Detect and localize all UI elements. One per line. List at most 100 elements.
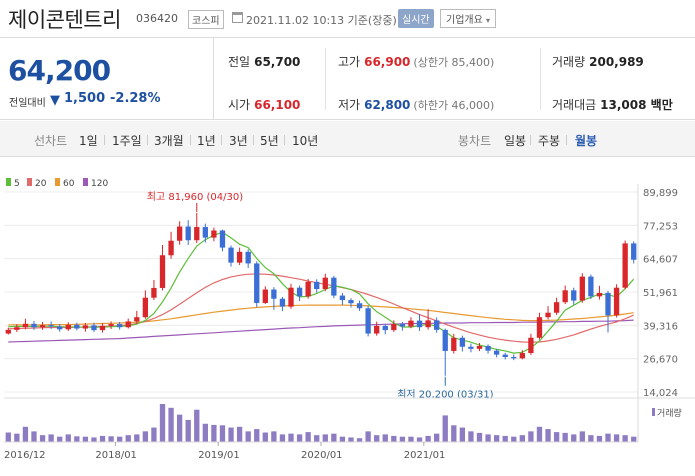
candle-body	[459, 337, 466, 347]
tab-weekly[interactable]: 주봉	[538, 134, 561, 148]
tab-5y[interactable]: 5년	[260, 134, 279, 148]
candle-body	[211, 230, 217, 238]
stat-open: 시가 66,100	[228, 96, 300, 113]
tab-daily[interactable]: 일봉	[504, 134, 527, 148]
volume-bar	[571, 434, 577, 442]
volume-bar	[65, 434, 71, 442]
candle-body	[442, 329, 448, 351]
volume-bar	[99, 435, 106, 442]
open-label: 시가	[228, 98, 251, 112]
candle-body	[185, 226, 191, 241]
volume-bar	[519, 435, 525, 442]
candle-body	[631, 243, 637, 260]
tab-1w[interactable]: 1주일	[112, 134, 142, 148]
volume-label: 거래량	[552, 55, 586, 69]
tab-3m[interactable]: 3개월	[154, 134, 184, 148]
legend-swatch-ma120	[83, 178, 88, 186]
stat-high: 고가 66,900 (상한가 85,400)	[338, 53, 494, 70]
candle-body	[348, 300, 354, 304]
candle-body	[82, 325, 89, 329]
volume-bar	[511, 436, 517, 442]
candle-body	[511, 357, 517, 359]
candle-body	[545, 312, 551, 318]
upper-limit: (상한가 85,400)	[413, 56, 495, 69]
volume-bar	[331, 433, 337, 442]
tab-divider	[104, 135, 105, 145]
tab-divider	[284, 135, 285, 145]
amount-value: 13,008 백만	[600, 98, 673, 112]
volume-bar	[22, 426, 29, 442]
change-amount: 1,500	[64, 91, 106, 106]
volume-legend-swatch	[652, 408, 655, 416]
candle-body	[322, 277, 328, 289]
tab-divider	[147, 135, 148, 145]
candle-body	[65, 324, 71, 330]
candle-body	[48, 325, 54, 327]
candle-body	[108, 324, 114, 326]
volume-bar	[262, 432, 268, 442]
volume-bar	[176, 414, 183, 442]
candle-body	[279, 298, 286, 307]
y-tick-label: 89,899	[643, 188, 678, 199]
y-tick-label: 64,607	[643, 255, 678, 266]
candle-body	[305, 281, 311, 297]
current-price: 64,200	[8, 54, 111, 87]
volume-bar	[288, 433, 294, 442]
candle-body	[374, 325, 380, 334]
candle-body	[228, 247, 234, 263]
volume-bar	[451, 425, 457, 442]
volume-bar	[459, 427, 466, 442]
y-tick-label: 26,670	[643, 355, 678, 366]
candle-body	[91, 325, 97, 331]
tab-1y[interactable]: 1년	[197, 134, 216, 148]
volume-bar	[151, 427, 157, 442]
stat-prev-close: 전일 65,700	[228, 53, 300, 70]
volume-bar	[493, 435, 500, 442]
candle-body	[579, 276, 585, 301]
volume-bar	[185, 419, 191, 442]
x-tick-label: 2020/01	[301, 450, 343, 461]
stock-code: 036420	[136, 12, 178, 25]
stock-header: 제이콘텐트리 036420 코스피 2021.11.02 10:13 기준(장중…	[0, 0, 695, 38]
company-info-button[interactable]: 기업개요 ▾	[440, 9, 497, 28]
y-axis: 89,899 77,253 64,607 51,961 39,316 26,670 14,0…	[643, 188, 678, 399]
tab-1d[interactable]: 1일	[79, 134, 98, 148]
y-tick-label: 77,253	[643, 221, 678, 232]
realtime-button[interactable]: 실시간	[398, 9, 434, 28]
tab-divider	[221, 135, 222, 145]
volume-bar	[142, 431, 149, 442]
volume-bar	[194, 409, 200, 442]
volume-bar	[82, 436, 89, 442]
candle-body	[125, 321, 131, 328]
low-label: 저가	[338, 98, 361, 112]
volume-legend-label: 거래량	[657, 407, 682, 419]
tab-monthly[interactable]: 월봉	[575, 134, 598, 148]
volume-bar	[108, 436, 114, 442]
candle-body	[391, 324, 397, 331]
volume-value: 200,989	[589, 55, 644, 69]
chevron-down-icon: ▾	[486, 16, 491, 25]
tab-divider	[190, 135, 191, 145]
volume-bar	[622, 435, 628, 442]
stat-low: 저가 62,800 (하한가 46,000)	[338, 96, 494, 113]
price-summary: 64,200 전일대비 ▼ 1,500 -2.28%	[0, 38, 214, 120]
tab-3y[interactable]: 3년	[229, 134, 248, 148]
candle-body	[296, 287, 303, 297]
stats-divider	[325, 48, 326, 110]
volume-bar	[365, 431, 371, 442]
candlestick-chart: 5 20 60 120 최고 81,960 (04/30) 최저 20,200 (03/…	[4, 178, 695, 461]
stat-amount: 거래대금 13,008 백만	[552, 96, 673, 113]
candle-body	[553, 302, 560, 313]
candle-body	[399, 324, 406, 327]
tab-10y[interactable]: 10년	[292, 134, 319, 148]
volume-bar	[613, 434, 620, 442]
candle-body	[31, 323, 37, 328]
market-badge: 코스피	[188, 10, 224, 29]
volume-bar	[228, 427, 234, 442]
volume-bar	[91, 437, 97, 442]
volume-bar	[348, 437, 354, 442]
volume-bar	[322, 434, 328, 442]
volume-bar	[502, 435, 508, 442]
tab-divider	[566, 135, 567, 145]
volume-bar	[579, 431, 585, 442]
